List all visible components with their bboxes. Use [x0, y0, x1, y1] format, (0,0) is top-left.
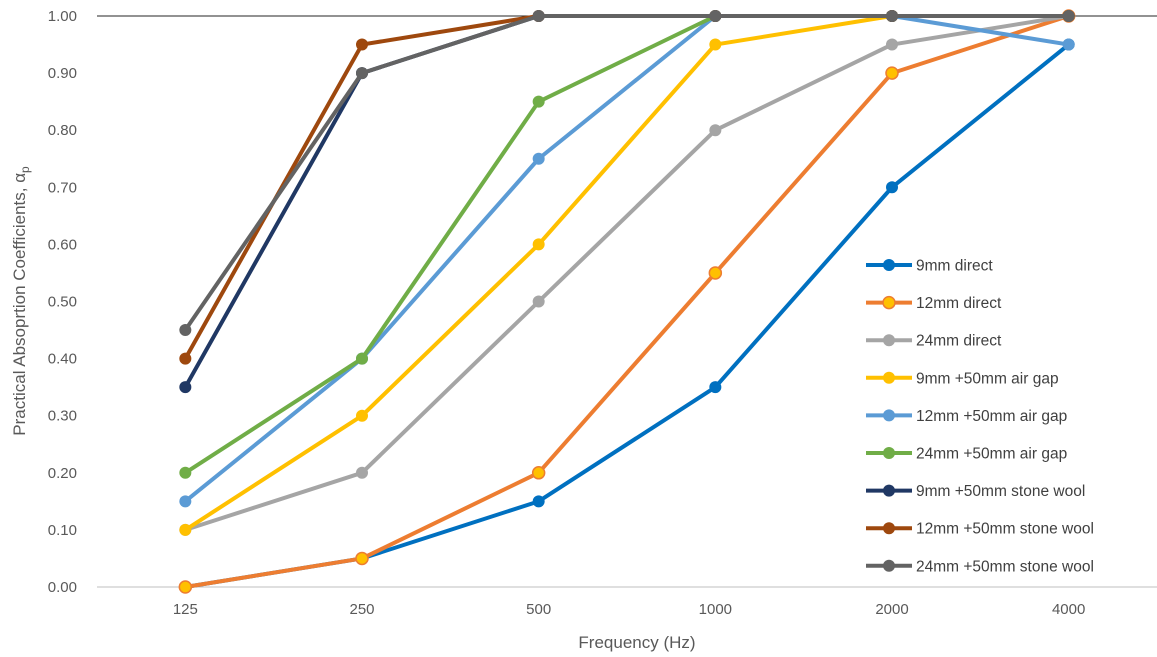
- x-tick-label: 4000: [1052, 601, 1085, 618]
- y-tick-label: 0.40: [48, 351, 77, 368]
- data-point: [532, 95, 545, 108]
- legend-swatch-marker: [883, 559, 895, 572]
- legend-entry: 12mm direct: [866, 295, 1002, 312]
- legend-swatch-marker: [883, 371, 895, 384]
- series-line: [183, 14, 1071, 532]
- legend-entry: 9mm +50mm stone wool: [866, 483, 1085, 500]
- y-tick-label: 0.10: [48, 522, 77, 539]
- legend-entry: 24mm +50mm air gap: [866, 446, 1067, 463]
- data-point: [179, 495, 192, 508]
- x-tick-label: 500: [526, 601, 551, 618]
- data-point: [531, 466, 546, 480]
- series-line: [183, 14, 1071, 589]
- legend-entry: 12mm +50mm air gap: [866, 408, 1067, 425]
- y-tick-label: 0.80: [48, 122, 77, 139]
- series-lines: [178, 9, 1076, 594]
- x-axis-title: Frequency (Hz): [578, 633, 695, 652]
- data-point: [886, 181, 898, 194]
- series-1: [179, 38, 1075, 593]
- y-tick-label: 1.00: [48, 8, 77, 25]
- legend-label: 24mm direct: [916, 333, 1002, 350]
- y-tick-label: 0.20: [48, 465, 77, 482]
- data-point: [532, 152, 545, 165]
- legend-label: 9mm +50mm stone wool: [916, 483, 1085, 500]
- x-tick-label: 1000: [699, 601, 732, 618]
- data-point: [356, 409, 368, 422]
- data-point: [532, 10, 545, 22]
- series-line: [183, 14, 1071, 333]
- legend-swatch-marker: [883, 522, 895, 535]
- y-axis-title: Practical Absoprtion Coefficients, αp: [10, 166, 32, 436]
- data-point: [179, 381, 192, 394]
- y-tick-label: 0.60: [48, 236, 77, 253]
- y-tick-label: 0.50: [48, 294, 77, 311]
- data-point: [532, 495, 545, 508]
- data-point: [709, 124, 722, 137]
- series-line: [183, 14, 1071, 504]
- data-point: [886, 10, 898, 22]
- legend-label: 24mm +50mm air gap: [916, 446, 1067, 463]
- data-point: [1062, 10, 1075, 22]
- y-tick-label: 0.00: [48, 579, 77, 596]
- data-point: [355, 551, 369, 566]
- y-tick-labels: 0.00 0.10 0.20 0.30 0.40 0.50 0.60 0.70 0.80 0.90…: [48, 8, 77, 596]
- data-point: [179, 352, 192, 365]
- data-point: [356, 67, 368, 80]
- legend-label: 12mm +50mm air gap: [916, 408, 1067, 425]
- data-point: [179, 466, 192, 479]
- legend-swatch-marker: [882, 295, 896, 310]
- legend-label: 24mm +50mm stone wool: [916, 558, 1094, 575]
- legend-entry: 24mm +50mm stone wool: [866, 558, 1094, 575]
- data-point: [179, 324, 192, 337]
- legend-entry: 12mm +50mm stone wool: [866, 521, 1094, 538]
- legend-entry: 9mm direct: [866, 258, 993, 275]
- y-axis-title-text: Practical Absoprtion Coefficients, α: [10, 173, 29, 436]
- legend-label: 9mm +50mm air gap: [916, 370, 1059, 387]
- x-tick-label: 125: [173, 601, 198, 618]
- data-point: [532, 295, 545, 308]
- legend-entry: 9mm +50mm air gap: [866, 370, 1059, 387]
- x-tick-label: 2000: [875, 601, 908, 618]
- y-axis-title-group: Practical Absoprtion Coefficients, αp: [10, 166, 32, 436]
- x-tick-labels: 125 250 500 1000 2000 4000: [173, 601, 1086, 618]
- data-point: [1062, 38, 1075, 51]
- data-point: [709, 38, 722, 51]
- data-point: [356, 466, 368, 479]
- y-tick-label: 0.30: [48, 408, 77, 425]
- legend-swatch-marker: [883, 259, 895, 271]
- x-tick-label: 250: [349, 601, 374, 618]
- data-point: [885, 66, 899, 80]
- series-9: [179, 10, 1075, 337]
- series-line: [183, 14, 1071, 390]
- legend-label: 12mm +50mm stone wool: [916, 521, 1094, 538]
- data-point: [356, 38, 368, 51]
- legend-label: 12mm direct: [916, 295, 1002, 312]
- data-point: [356, 352, 368, 365]
- y-tick-label: 0.90: [48, 65, 77, 82]
- data-point: [709, 10, 722, 22]
- y-axis-title-subscript: p: [18, 166, 32, 173]
- y-tick-label: 0.70: [48, 179, 77, 196]
- legend-swatch-marker: [883, 447, 895, 459]
- data-point: [709, 381, 722, 394]
- legend-swatch-marker: [883, 484, 895, 497]
- legend-label: 9mm direct: [916, 258, 993, 275]
- data-point: [886, 38, 898, 51]
- legend: 9mm direct 12mm direct 24mm direct 9mm +50m…: [866, 258, 1094, 575]
- series-line: [183, 14, 1071, 475]
- legend-entry: 24mm direct: [866, 333, 1002, 350]
- data-point: [178, 580, 193, 594]
- legend-swatch-marker: [883, 334, 895, 347]
- data-point: [708, 266, 723, 280]
- data-point: [179, 523, 192, 536]
- legend-swatch-marker: [883, 409, 895, 422]
- data-point: [532, 238, 545, 251]
